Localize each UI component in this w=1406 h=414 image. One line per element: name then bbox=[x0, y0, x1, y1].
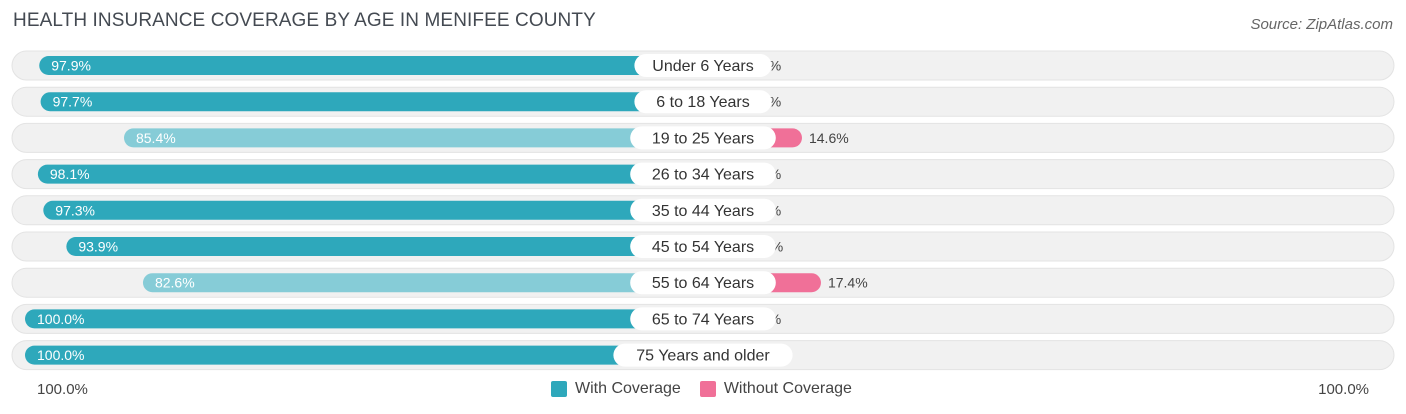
axis-right-label: 100.0% bbox=[1318, 381, 1369, 398]
category-label: 6 to 18 Years bbox=[656, 94, 749, 111]
category-pill bbox=[630, 271, 776, 295]
category-label: 35 to 44 Years bbox=[652, 203, 754, 220]
category-label: 75 Years and older bbox=[636, 348, 770, 365]
category-pill bbox=[613, 343, 793, 367]
value-label-without-coverage: 17.4% bbox=[828, 275, 868, 291]
category-pill bbox=[634, 90, 772, 114]
value-label-with-coverage: 98.1% bbox=[50, 166, 90, 182]
value-label-with-coverage: 100.0% bbox=[37, 311, 84, 327]
legend-swatch-without-coverage bbox=[699, 381, 716, 397]
bar-with-coverage bbox=[43, 200, 703, 220]
value-label-with-coverage: 97.7% bbox=[53, 94, 93, 110]
category-pill bbox=[630, 235, 776, 258]
source-attribution: Source: ZipAtlas.com bbox=[1250, 16, 1393, 33]
legend-item-without-coverage: Without Coverage bbox=[699, 380, 852, 398]
category-pill bbox=[634, 54, 772, 77]
bar-with-coverage bbox=[66, 237, 703, 256]
value-label-without-coverage: 14.6% bbox=[809, 130, 849, 146]
legend-label-with-coverage: With Coverage bbox=[575, 380, 681, 397]
value-label-with-coverage: 100.0% bbox=[37, 347, 84, 363]
category-label: Under 6 Years bbox=[652, 58, 753, 75]
bar-with-coverage bbox=[25, 309, 703, 329]
category-pill bbox=[630, 162, 776, 186]
value-label-with-coverage: 82.6% bbox=[155, 275, 195, 291]
category-pill bbox=[630, 307, 776, 331]
bar-with-coverage bbox=[40, 92, 704, 112]
bar-with-coverage bbox=[123, 128, 704, 148]
category-label: 55 to 64 Years bbox=[652, 275, 754, 292]
category-label: 65 to 74 Years bbox=[652, 311, 754, 328]
category-pill bbox=[630, 126, 776, 150]
category-label: 26 to 34 Years bbox=[652, 167, 754, 184]
category-pill bbox=[630, 198, 776, 222]
legend-item-with-coverage: With Coverage bbox=[551, 380, 681, 398]
value-label-with-coverage: 85.4% bbox=[136, 130, 176, 146]
value-label-with-coverage: 97.9% bbox=[51, 58, 91, 74]
legend-swatch-with-coverage bbox=[551, 381, 567, 397]
bar-with-coverage bbox=[142, 273, 704, 293]
bar-with-coverage bbox=[25, 345, 703, 365]
value-label-with-coverage: 97.3% bbox=[55, 202, 95, 218]
legend: With Coverage Without Coverage bbox=[551, 380, 871, 398]
legend-label-without-coverage: Without Coverage bbox=[723, 380, 852, 397]
bar-with-coverage bbox=[39, 56, 704, 75]
chart-title: HEALTH INSURANCE COVERAGE BY AGE IN MENI… bbox=[13, 10, 596, 31]
category-label: 19 to 25 Years bbox=[652, 130, 754, 147]
axis-left-label: 100.0% bbox=[37, 381, 88, 398]
value-label-with-coverage: 93.9% bbox=[78, 239, 118, 255]
bar-with-coverage bbox=[37, 164, 703, 184]
category-label: 45 to 54 Years bbox=[652, 239, 754, 256]
